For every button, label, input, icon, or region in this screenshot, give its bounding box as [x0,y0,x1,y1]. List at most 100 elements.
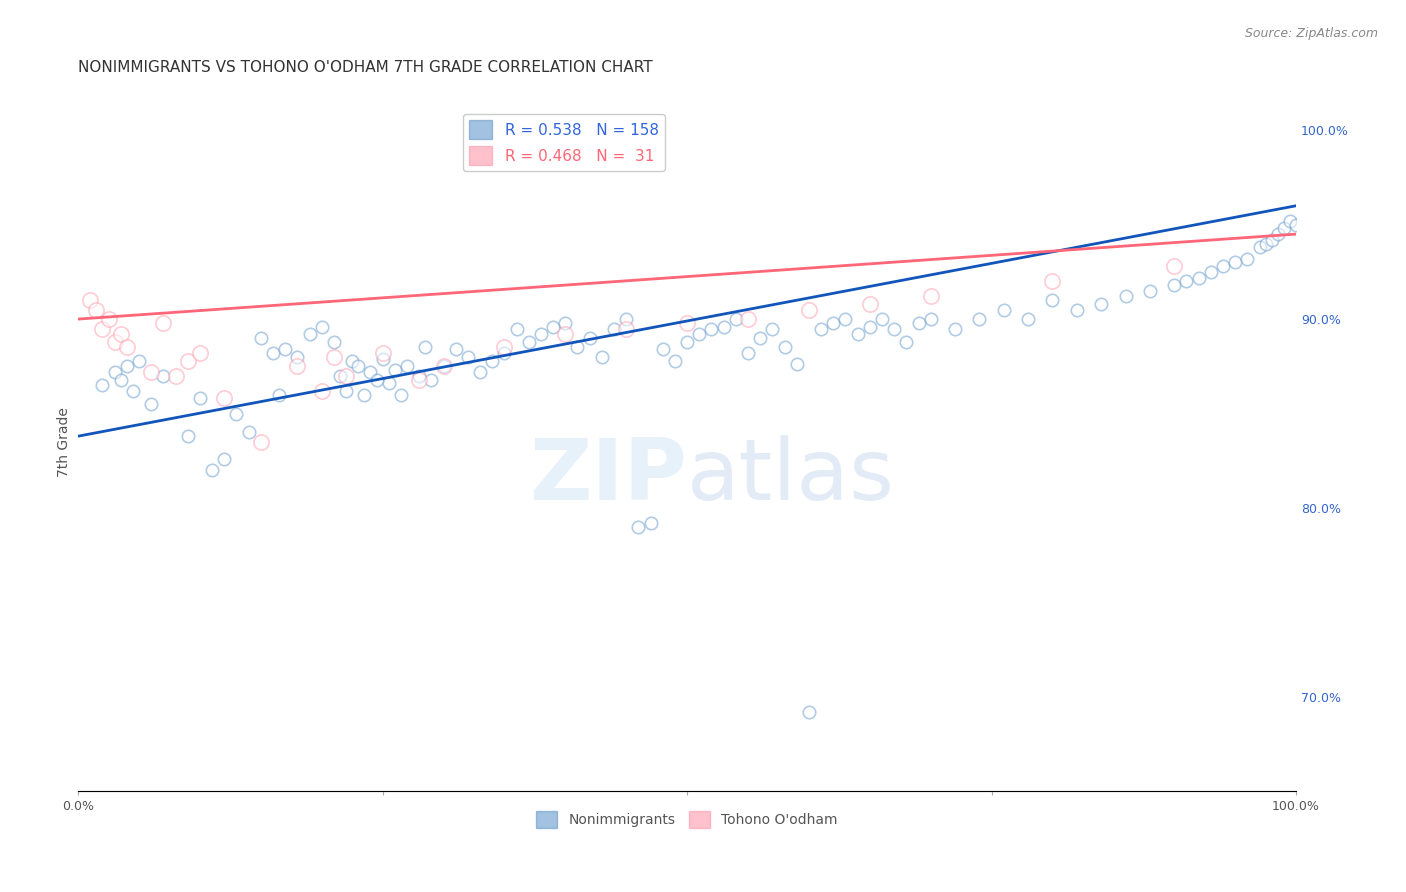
Y-axis label: 7th Grade: 7th Grade [58,407,72,477]
Point [262,346,284,360]
Point [541,319,564,334]
Point [250,434,273,449]
Text: Source: ZipAtlas.com: Source: ZipAtlas.com [1244,27,1378,40]
Point [494,346,516,360]
Point [651,343,673,357]
Point [554,327,576,342]
Text: atlas: atlas [688,435,896,518]
Point [773,340,796,354]
Point [128,353,150,368]
Point [943,321,966,335]
Point [177,353,200,368]
Point [408,368,430,383]
Point [1267,227,1289,241]
Point [1199,265,1222,279]
Point [371,346,394,360]
Point [1225,255,1247,269]
Point [285,350,308,364]
Point [141,397,163,411]
Point [846,327,869,342]
Point [1042,274,1064,288]
Point [122,384,145,398]
Point [737,346,759,360]
Point [664,353,686,368]
Point [1212,259,1234,273]
Point [920,312,942,326]
Point [177,429,200,443]
Point [225,407,247,421]
Point [993,302,1015,317]
Point [688,327,710,342]
Point [79,293,101,308]
Point [883,321,905,335]
Point [165,368,187,383]
Point [340,353,363,368]
Point [359,365,381,379]
Point [810,321,832,335]
Point [614,321,637,335]
Point [335,368,357,383]
Point [761,321,783,335]
Point [408,372,430,386]
Point [432,359,454,374]
Point [214,451,236,466]
Point [1090,297,1112,311]
Point [366,372,388,386]
Point [420,372,443,386]
Point [896,334,918,349]
Text: NONIMMIGRANTS VS TOHONO O'ODHAM 7TH GRADE CORRELATION CHART: NONIMMIGRANTS VS TOHONO O'ODHAM 7TH GRAD… [79,60,652,75]
Point [91,378,114,392]
Point [335,384,357,398]
Point [389,387,412,401]
Point [238,425,260,440]
Point [298,327,321,342]
Point [1236,252,1258,266]
Point [188,346,211,360]
Point [567,340,589,354]
Point [1188,270,1211,285]
Point [578,331,600,345]
Legend: Nonimmigrants, Tohono O'odham: Nonimmigrants, Tohono O'odham [531,805,844,833]
Point [311,384,333,398]
Point [347,359,370,374]
Point [1066,302,1088,317]
Text: ZIP: ZIP [529,435,688,518]
Point [517,334,540,349]
Point [676,316,699,330]
Point [614,312,637,326]
Point [1163,278,1185,293]
Point [834,312,856,326]
Point [395,359,418,374]
Point [591,350,613,364]
Point [371,351,394,366]
Point [115,340,138,354]
Point [104,365,127,379]
Point [1017,312,1039,326]
Point [201,463,224,477]
Point [110,372,132,386]
Point [86,302,108,317]
Point [115,359,138,374]
Point [1249,240,1271,254]
Point [377,376,399,391]
Point [797,302,820,317]
Point [823,316,845,330]
Point [969,312,991,326]
Point [322,350,344,364]
Point [1042,293,1064,308]
Point [859,319,882,334]
Point [188,392,211,406]
Point [481,353,503,368]
Point [797,705,820,719]
Point [627,520,650,534]
Point [700,321,723,335]
Point [1285,218,1308,232]
Point [505,321,527,335]
Point [640,516,662,530]
Point [152,368,174,383]
Point [141,365,163,379]
Point [329,368,352,383]
Point [311,319,333,334]
Point [859,297,882,311]
Point [110,327,132,342]
